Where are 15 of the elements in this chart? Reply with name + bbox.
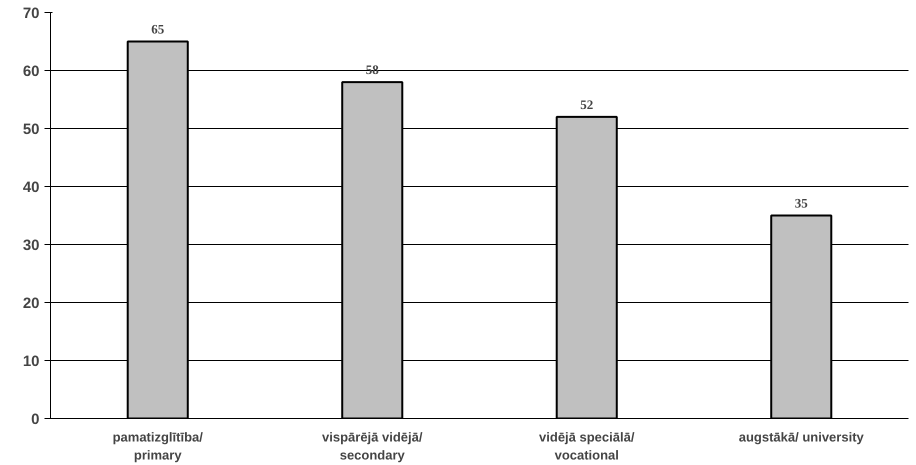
x-tick-label: pamatizglītība/ primary xyxy=(112,430,204,462)
x-tick-label: augstākā/ university xyxy=(738,430,865,444)
x-tick-label: vidējā speciālā/ vocational xyxy=(539,430,635,462)
data-label: 52 xyxy=(580,96,594,112)
y-tick-label: 30 xyxy=(22,237,40,254)
y-tick-label: 20 xyxy=(22,295,40,312)
y-tick-label: 0 xyxy=(31,411,40,428)
y-tick-label: 70 xyxy=(22,5,40,22)
y-tick-label: 10 xyxy=(22,353,40,370)
data-label: 35 xyxy=(794,196,808,210)
y-tick-label: 50 xyxy=(22,121,40,138)
x-tick-label: vispārējā vidējā/ secondary xyxy=(322,430,423,462)
y-tick-label: 60 xyxy=(22,63,40,80)
data-label: 65 xyxy=(151,22,165,36)
y-tick-label: 40 xyxy=(22,179,40,196)
